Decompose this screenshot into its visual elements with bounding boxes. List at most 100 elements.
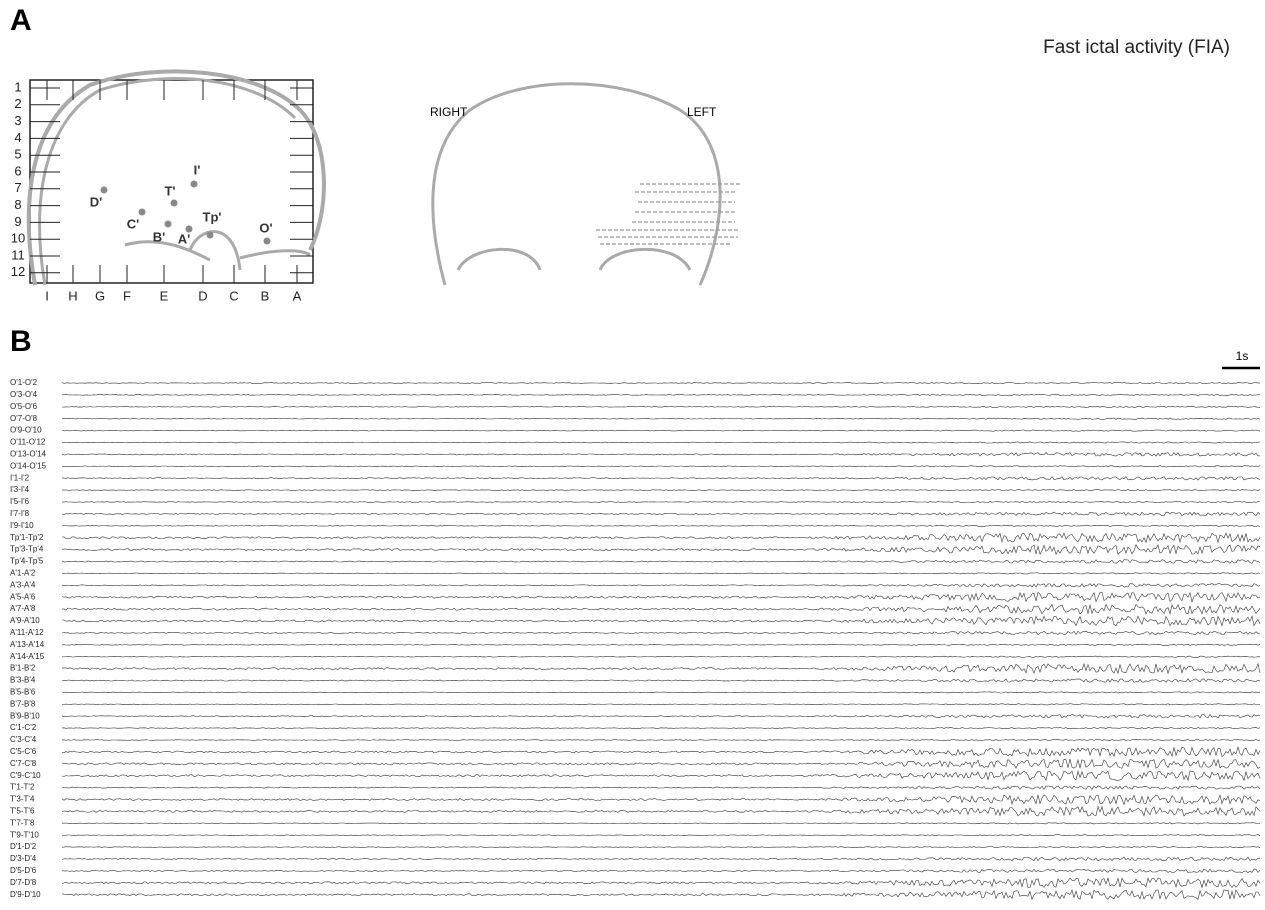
eeg-trace [61,739,1261,741]
eeg-trace [61,583,1261,588]
channel-label: I'1-I'2 [10,473,30,482]
channel-label: T'3-T'4 [10,795,35,804]
eeg-trace [61,794,1261,806]
channel-label: B'3-B'4 [10,676,36,685]
electrode [206,231,214,239]
row-label: 8 [14,197,21,212]
column-label: C [229,288,238,303]
channel-label: A'1-A'2 [10,569,36,578]
channel-label: O'5-O'6 [10,402,38,411]
coronal-schema [431,82,722,286]
sagittal-schema [26,69,326,286]
row-label: 9 [14,214,21,229]
eeg-trace [61,662,1261,675]
row-label: 11 [11,247,25,262]
eeg-trace [61,678,1261,683]
scale-bar-label: 1s [1236,349,1249,363]
electrode [190,180,198,188]
eeg-trace [61,727,1261,730]
electrode-label: A' [178,231,190,246]
channel-label: T'9-T'10 [10,830,39,839]
channel-label: A'9-A'10 [10,616,40,625]
electrode [138,208,146,216]
column-label: H [68,288,77,303]
column-label: D [198,288,207,303]
eeg-trace [62,489,1261,492]
eeg-trace [61,834,1261,837]
channel-label: T'7-T'8 [10,818,35,827]
column-label: A [293,288,302,303]
channel-label: I'5-I'6 [10,497,30,506]
channel-label: A'5-A'6 [10,592,36,601]
row-label: 3 [14,113,21,128]
row-label: 12 [11,264,25,279]
column-label: B [261,288,270,303]
channel-label: O'9-O'10 [10,426,42,435]
side-label: RIGHT [430,105,468,119]
eeg-trace [61,559,1261,564]
row-label: 5 [14,147,21,162]
channel-label: D'5-D'6 [10,866,37,875]
channel-label: A'3-A'4 [10,580,36,589]
eeg-trace [61,805,1261,817]
eeg-trace [61,846,1261,849]
eeg-trace [61,630,1261,636]
eeg-trace [61,511,1261,517]
channel-label: A'11-A'12 [10,628,44,637]
eeg-trace [61,889,1261,901]
channel-label: B'7-B'8 [10,699,36,708]
eeg-trace [61,429,1261,432]
eeg-trace [61,572,1261,575]
electrode [164,220,172,228]
channel-label: T'1-T'2 [10,783,35,792]
eeg-trace [61,877,1261,889]
eeg-trace [61,746,1261,758]
panel-label: B [10,325,32,358]
channel-label: B'9-B'10 [10,711,40,720]
eeg-trace [61,452,1261,457]
eeg-trace [61,476,1261,481]
row-label: 1 [14,79,21,94]
electrode-label: Tp' [203,209,222,224]
eeg-trace [62,465,1261,468]
eeg-trace [61,655,1261,658]
eeg-trace [62,393,1261,396]
eeg-trace [62,501,1260,503]
row-label: 7 [14,180,21,195]
side-label: LEFT [687,105,717,119]
electrode-label: B' [153,229,165,244]
electrode-label: T' [164,183,175,198]
eeg-trace [61,441,1261,444]
eeg-trace [61,643,1261,646]
channel-label: C'3-C'4 [10,735,37,744]
eeg-trace [61,758,1261,769]
eeg-trace [61,544,1261,556]
eeg-trace [61,691,1260,694]
eeg-trace [61,703,1261,706]
electrode-label: O' [259,220,272,235]
channel-label: C'1-C'2 [10,723,37,732]
electrode-label: D' [90,194,102,209]
channel-label: B'1-B'2 [10,664,36,673]
column-label: G [95,288,105,303]
channel-label: D'9-D'10 [10,890,41,899]
channel-label: I'9-I'10 [10,521,34,530]
eeg-trace [61,770,1261,782]
eeg-trace [62,615,1261,627]
channel-label: O'3-O'4 [10,390,38,399]
title: Fast ictal activity (FIA) [1043,37,1230,58]
channel-label: A'7-A'8 [10,604,36,613]
channel-label: I'3-I'4 [10,485,30,494]
channel-label: C'7-C'8 [10,759,37,768]
eeg-trace [61,856,1261,862]
channel-label: B'5-B'6 [10,688,36,697]
contacts [596,183,740,245]
electrode [170,199,178,207]
channel-label: O'11-O'12 [10,438,46,447]
channel-label: C'9-C'10 [10,771,41,780]
electrode [100,186,108,194]
channel-label: Tp'4-Tp'5 [10,557,44,566]
channel-label: D'3-D'4 [10,854,37,863]
